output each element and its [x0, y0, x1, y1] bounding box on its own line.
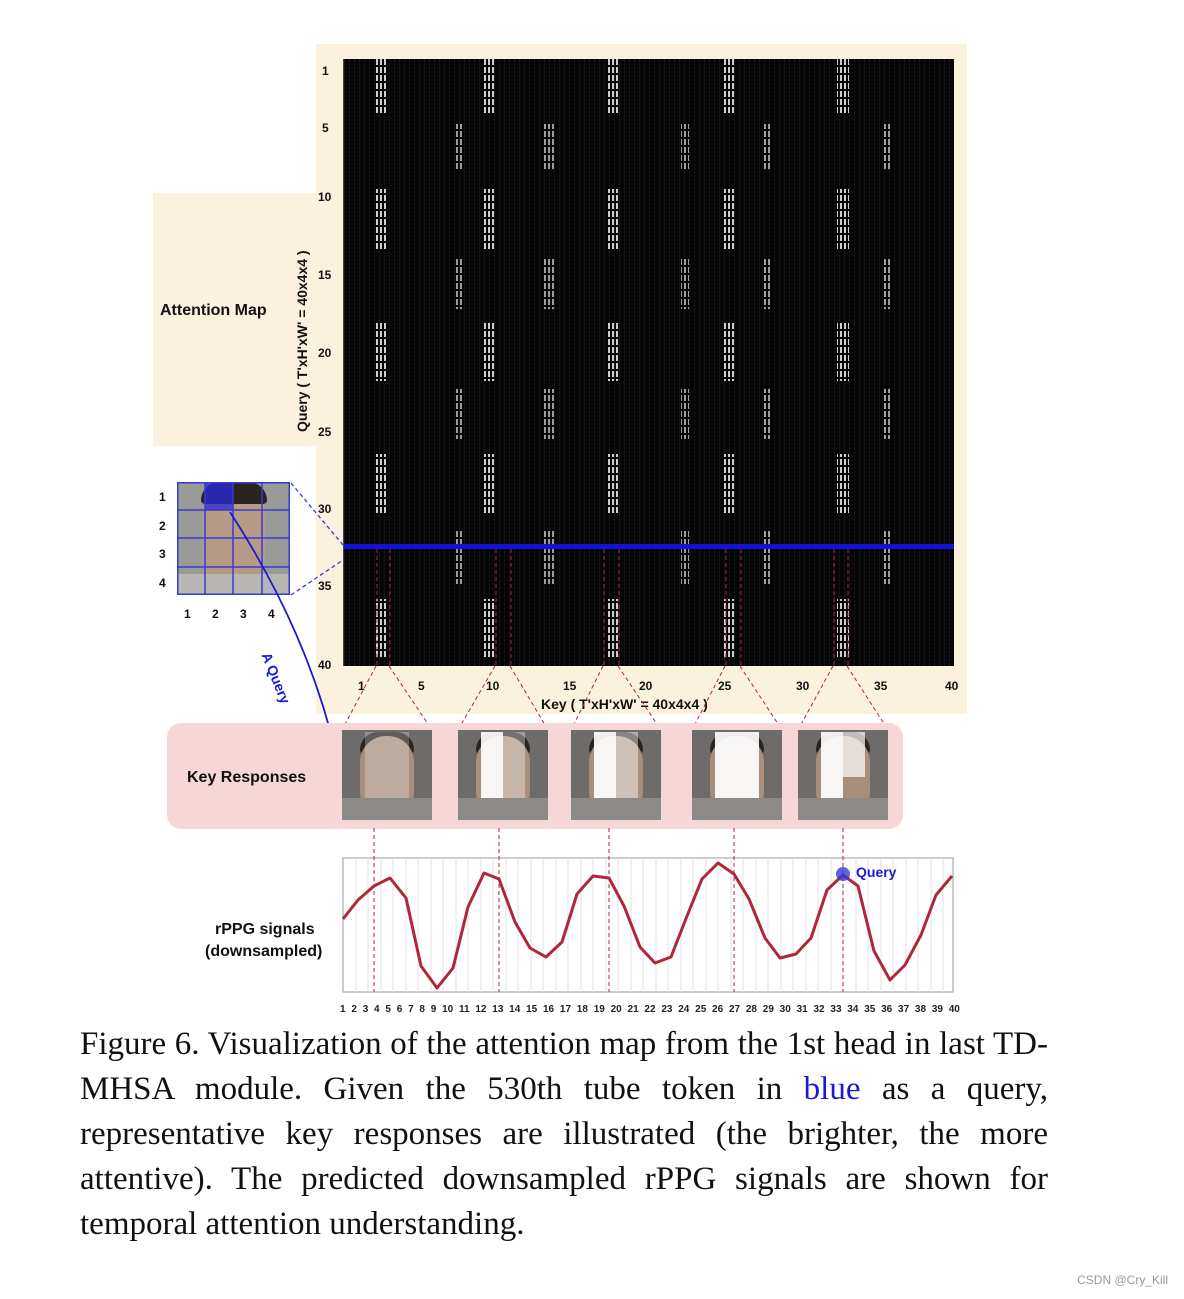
- y-tick: 10: [318, 190, 332, 204]
- rppg-x-tick: 19: [593, 1004, 605, 1015]
- rppg-x-tick: 24: [678, 1004, 690, 1015]
- key-response-thumbnail: [458, 730, 548, 820]
- rppg-x-tick: 5: [385, 1004, 391, 1015]
- rppg-x-tick: 27: [728, 1004, 741, 1015]
- rppg-x-tick: 37: [898, 1004, 910, 1015]
- y-tick: 15: [318, 268, 332, 282]
- rppg-x-tick: 33: [830, 1004, 842, 1015]
- rppg-x-tick: 39: [931, 1004, 943, 1015]
- caption-blue-word: blue: [803, 1071, 861, 1107]
- rppg-x-tick: 1: [340, 1004, 346, 1015]
- grid-row-label: 2: [159, 519, 166, 533]
- rppg-label-line1: rPPG signals: [215, 921, 315, 938]
- query-cell-highlight: [205, 482, 233, 510]
- heatmap-pattern: [344, 59, 954, 666]
- rppg-x-tick: 31: [796, 1004, 808, 1015]
- key-response-thumbnail: [342, 730, 432, 820]
- rppg-x-tick: 22: [644, 1004, 656, 1015]
- rppg-x-tick: 23: [661, 1004, 673, 1015]
- rppg-x-tick: 38: [914, 1004, 927, 1015]
- grid-row-label: 3: [159, 547, 166, 561]
- grid-col-label: 2: [212, 607, 219, 621]
- x-tick: 40: [945, 679, 959, 693]
- rppg-x-tick: 32: [813, 1004, 825, 1015]
- highlighted-query-row: [344, 544, 954, 549]
- rppg-x-tick: 21: [627, 1004, 639, 1015]
- caption-part2: as a query, representative key responses…: [80, 1071, 1048, 1242]
- rppg-x-tick: 26: [712, 1004, 724, 1015]
- rppg-x-tick: 28: [745, 1004, 757, 1015]
- rppg-line: [341, 861, 954, 990]
- rppg-x-tick: 40: [948, 1004, 960, 1015]
- y-tick: 20: [318, 346, 332, 360]
- query-point-label: Query: [856, 864, 897, 880]
- attention-map-label: Attention Map: [160, 302, 267, 319]
- grid-row-label: 1: [159, 490, 166, 504]
- key-responses-label: Key Responses: [187, 769, 307, 786]
- rppg-x-tick: 14: [509, 1004, 521, 1015]
- rppg-x-tick: 10: [442, 1004, 454, 1015]
- rppg-x-tick: 30: [779, 1004, 791, 1015]
- rppg-x-tick: 11: [459, 1004, 470, 1015]
- rppg-x-tick: 17: [559, 1004, 572, 1015]
- grid-row-label: 4: [159, 576, 166, 590]
- rppg-x-ticks: 1 2 3 4 5 6 7 8 9 10 11 12 13 14 15 16 17 18 19 20 21 22 23 24 2…: [340, 1004, 960, 1015]
- rppg-x-tick: 18: [576, 1004, 588, 1015]
- watermark: CSDN @Cry_Kill: [1077, 1273, 1168, 1287]
- rppg-x-tick: 34: [847, 1004, 859, 1015]
- rppg-chart: [341, 828, 954, 993]
- attention-heatmap: [343, 59, 954, 666]
- rppg-x-tick: 12: [475, 1004, 487, 1015]
- rppg-x-tick: 20: [610, 1004, 622, 1015]
- rppg-label-line2: (downsampled): [205, 943, 323, 960]
- rppg-x-tick: 35: [864, 1004, 876, 1015]
- rppg-x-tick: 4: [374, 1004, 380, 1015]
- grid-col-label: 1: [184, 607, 191, 621]
- query-point-marker: [836, 867, 850, 881]
- rppg-x-tick: 13: [492, 1004, 504, 1015]
- rppg-x-tick: 36: [881, 1004, 893, 1015]
- rppg-x-tick: 29: [762, 1004, 774, 1015]
- rppg-x-tick: 8: [419, 1004, 425, 1015]
- rppg-x-tick: 6: [396, 1004, 403, 1015]
- rppg-x-tick: 25: [695, 1004, 707, 1015]
- attention-map-label-panel: [153, 193, 323, 446]
- rppg-x-tick: 15: [526, 1004, 538, 1015]
- rppg-dashed-markers: [373, 828, 844, 992]
- y-tick: 5: [322, 121, 329, 135]
- key-response-thumbnail: [798, 730, 888, 820]
- figure-caption: Figure 6. Visualization of the attention…: [80, 1022, 1048, 1247]
- rppg-x-tick: 3: [362, 1004, 369, 1015]
- rppg-x-tick: 9: [430, 1004, 437, 1015]
- key-response-thumbnail: [692, 730, 782, 820]
- rppg-x-tick: 7: [408, 1004, 414, 1015]
- y-tick: 1: [322, 64, 329, 78]
- key-response-thumbnail: [571, 730, 661, 820]
- y-tick: 25: [318, 425, 332, 439]
- rppg-x-tick: 2: [351, 1004, 357, 1015]
- caption-part1: Figure 6. Visualization of the attention…: [80, 1026, 1048, 1107]
- rppg-x-tick: 16: [542, 1004, 555, 1015]
